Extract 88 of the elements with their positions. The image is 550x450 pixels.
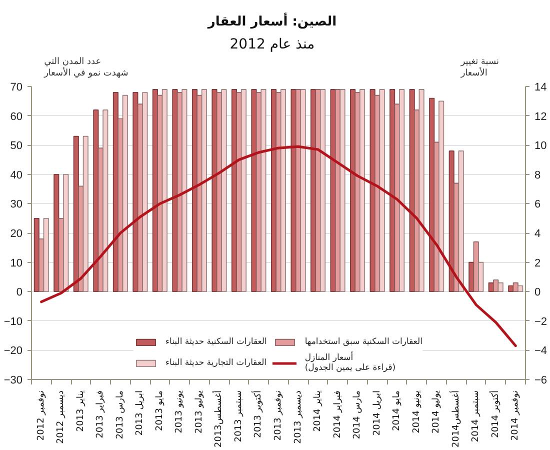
bar	[201, 89, 207, 292]
x-tick-label: نوفمبر 2013	[274, 390, 284, 441]
x-tick-label: مارس 2013	[115, 390, 126, 440]
bar	[429, 98, 435, 292]
chart-title: الصين: أسعار العقار	[206, 12, 337, 30]
bar	[280, 89, 286, 292]
bar	[102, 110, 108, 292]
y2-tick-label: 4	[534, 228, 541, 240]
x-tick-label: أكتوبر 2013	[252, 390, 264, 438]
bar	[458, 150, 464, 292]
chart-subtitle: منذ عام 2012	[230, 36, 315, 52]
x-tick-label: يونيو 2014	[412, 390, 422, 434]
x-tick-label: مايو 2014	[392, 390, 402, 431]
y-tick-label: 30	[10, 198, 23, 211]
x-tick-label: يناير 2014	[313, 390, 324, 432]
legend-label: العقارات التجارية حديثة البناء	[166, 358, 267, 368]
x-tick-label: أغسطس2014	[449, 390, 462, 448]
x-tick-label: ديسمبر 2012	[56, 390, 66, 444]
y2-tick-label: 6	[534, 198, 541, 211]
y-tick-label: 0	[16, 286, 23, 299]
bar	[390, 89, 396, 292]
x-tick-label: مايو 2013	[154, 390, 165, 431]
bar	[418, 89, 424, 292]
bar	[498, 282, 504, 292]
bar	[438, 100, 444, 292]
x-tick-label: مارس 2014	[352, 390, 363, 440]
x-tick-label: أغسطس2013	[212, 390, 224, 448]
bar	[221, 89, 227, 292]
bar	[93, 110, 99, 292]
bar	[478, 262, 484, 292]
bar	[320, 89, 326, 292]
bar	[379, 89, 385, 292]
y2-tick-label: 8	[534, 169, 541, 182]
y2-tick-label: 10	[534, 140, 547, 152]
x-tick-label: أكتوبر 2014	[488, 390, 501, 438]
legend-label: أسعار المنازل (قراءة على يمين الجدول)	[304, 353, 396, 373]
y-tick-label: 40	[10, 169, 23, 182]
bar	[162, 89, 168, 292]
legend-label: العقارات السكنية حديثة البناء	[166, 337, 267, 347]
bar	[468, 262, 474, 292]
bar	[54, 174, 60, 292]
bar	[82, 136, 88, 292]
x-tick-label: سبتمبر 2013	[234, 390, 244, 442]
bar	[260, 89, 266, 292]
legend-label: العقارات السكنية سبق استخدامها	[304, 337, 422, 347]
y2-tick-label: 12	[534, 110, 547, 123]
x-tick-label: ابريل 2014	[372, 390, 382, 436]
y-tick-label: 70	[10, 82, 23, 94]
y-tick-label: −10	[4, 316, 23, 328]
x-tick-label: ابريل 2013	[135, 390, 146, 436]
x-tick-label: ديسمبر 2013	[293, 390, 304, 444]
y-tick-label: 60	[10, 110, 23, 123]
y-tick-label: 50	[10, 140, 23, 152]
x-tick-label: يناير 2013	[76, 390, 86, 432]
y2-tick-label: 14	[534, 82, 547, 94]
bar	[38, 238, 44, 292]
y2-tick-label: −4	[534, 345, 548, 358]
bar	[240, 89, 246, 292]
bar	[493, 279, 499, 292]
y-axis-title: عدد المدن التي شهدت نمو في الأسعار	[43, 57, 128, 78]
x-tick-label: سبتمبر 2014	[471, 390, 482, 442]
y2-tick-label: −2	[534, 316, 548, 328]
bar	[360, 89, 366, 292]
y-tick-label: −20	[4, 345, 23, 358]
bar	[63, 174, 69, 292]
x-tick-label: نوفمبر 2014	[510, 390, 521, 441]
bar	[518, 285, 524, 292]
y2-tick-label: 0	[534, 286, 541, 299]
bar	[122, 94, 128, 292]
x-tick-label: نوفمبر 2012	[36, 390, 46, 441]
y-tick-label: 20	[10, 228, 23, 240]
y2-tick-label: −6	[534, 374, 548, 386]
y2-tick-label: 2	[534, 257, 541, 270]
y-tick-label: 10	[10, 257, 23, 270]
bar	[300, 89, 306, 292]
bar	[399, 89, 405, 292]
x-tick-label: فبراير 2013	[96, 390, 106, 438]
x-tick-label: يوليو 2013	[194, 390, 204, 434]
x-tick-label: فبراير 2014	[332, 390, 343, 438]
line-series	[40, 145, 517, 348]
bar	[142, 92, 148, 292]
bar	[43, 218, 49, 292]
bar	[340, 89, 346, 292]
y2-axis-title: نسبة تغيير الأسعار	[460, 57, 500, 78]
x-tick-label: يونيو 2013	[174, 390, 185, 434]
x-tick-label: يوليو 2014	[432, 390, 442, 434]
y-tick-label: −30	[4, 374, 23, 386]
bar	[182, 89, 188, 292]
